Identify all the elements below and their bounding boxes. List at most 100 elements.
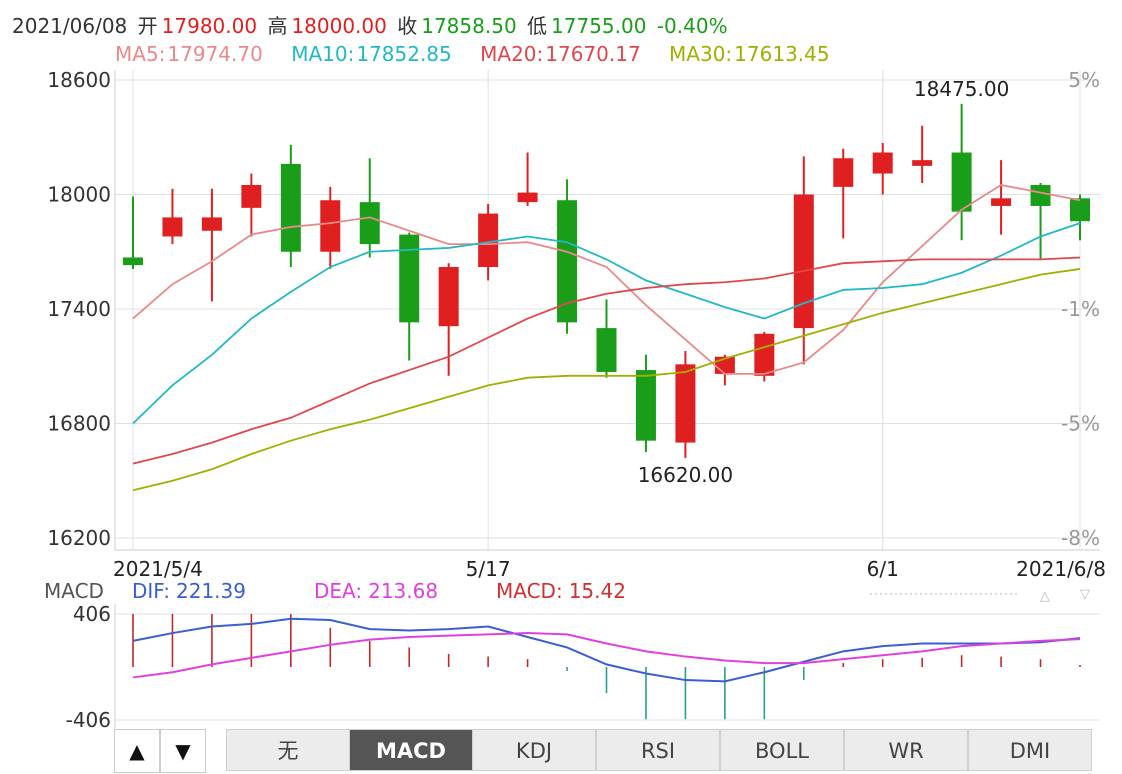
- ma30-value: 17613.45: [734, 42, 830, 66]
- scroll-down-button[interactable]: ▼: [160, 729, 206, 773]
- open-value: 17980.00: [161, 14, 258, 38]
- x-tick-label: 6/1: [867, 557, 899, 581]
- candle: [596, 299, 617, 378]
- candle: [872, 142, 893, 195]
- y-tick-label: 16200: [47, 526, 111, 550]
- tab-wr[interactable]: WR: [844, 729, 968, 771]
- tab-boll[interactable]: BOLL: [720, 729, 844, 771]
- candle-body: [320, 200, 341, 252]
- candles: [123, 103, 1090, 458]
- candle-body: [123, 257, 143, 266]
- dif-line: [132, 617, 1081, 683]
- candle-body: [359, 202, 380, 245]
- macd-legend-value: MACD: 15.42: [496, 579, 626, 603]
- tab-macd[interactable]: MACD: [349, 729, 473, 771]
- candle-body: [596, 328, 617, 372]
- close-value: 17858.50: [421, 14, 517, 38]
- macd-y-tick-label: 406: [73, 602, 111, 626]
- tab-dmi[interactable]: DMI: [968, 729, 1092, 771]
- candle-body: [241, 184, 262, 208]
- annotations: 18475.00 16620.00: [638, 77, 1010, 487]
- ma20-line: [132, 256, 1081, 465]
- y-tick-label: 16800: [47, 412, 111, 436]
- ma10-line: [132, 222, 1081, 425]
- candle: [951, 103, 972, 241]
- ma30-line: [132, 268, 1081, 492]
- y-tick-label: 18600: [47, 68, 111, 92]
- candle-body: [162, 217, 183, 237]
- candle-body: [793, 194, 814, 329]
- candle: [833, 148, 854, 239]
- macd-zoom-out-icon[interactable]: ▽: [1080, 587, 1090, 602]
- dif-legend: DIF: 221.39: [132, 579, 246, 603]
- ma10-label: MA10:: [291, 42, 355, 66]
- high-label: 高: [267, 14, 288, 38]
- ma5-value: 17974.70: [167, 42, 263, 66]
- low-value: 17755.00: [551, 14, 647, 38]
- x-tick-label: 2021/6/8: [1016, 557, 1106, 581]
- macd-zoom-in-icon[interactable]: △: [1040, 589, 1050, 604]
- low-annotation: 16620.00: [638, 463, 733, 487]
- x-tick-label: 5/17: [466, 557, 511, 581]
- candle-body: [754, 333, 775, 376]
- header-date: 2021/06/08: [12, 14, 128, 38]
- candle-body: [951, 152, 972, 212]
- price-header: 2021/06/08 开 17980.00 高 18000.00 收 17858.50…: [12, 10, 732, 39]
- dea-legend: DEA: 213.68: [314, 579, 438, 603]
- candle-body: [872, 152, 893, 174]
- candle: [1070, 194, 1090, 241]
- y-tick-label: 17400: [47, 297, 111, 321]
- macd-title: MACD: [44, 579, 104, 603]
- low-label: 低: [527, 14, 548, 38]
- candle: [991, 160, 1012, 235]
- ma20-label: MA20:: [480, 42, 544, 66]
- dea-line: [132, 632, 1081, 679]
- candle-body: [675, 364, 696, 443]
- candle-body: [1030, 184, 1051, 206]
- y-right-tick-label: -5%: [1061, 412, 1100, 436]
- grid-lines: [115, 70, 1100, 550]
- candle: [201, 188, 222, 302]
- candle: [320, 186, 341, 269]
- y-right-tick-label: -8%: [1061, 526, 1100, 550]
- tab-rsi[interactable]: RSI: [596, 729, 720, 771]
- ma-legend: MA5: 17974.70 MA10: 17852.85 MA20: 17670.17…: [115, 42, 832, 66]
- candle-body: [912, 160, 933, 166]
- high-annotation: 18475.00: [914, 77, 1009, 101]
- candle: [793, 156, 814, 365]
- ma5-label: MA5:: [115, 42, 166, 66]
- y-right-tick-label: 5%: [1068, 68, 1100, 92]
- y-tick-label: 18000: [47, 183, 111, 207]
- candle: [635, 354, 656, 453]
- candle-body: [478, 213, 499, 268]
- high-value: 18000.00: [291, 14, 387, 38]
- candle: [1030, 183, 1051, 260]
- candle-body: [280, 163, 301, 252]
- ma10-value: 17852.85: [356, 42, 452, 66]
- candle-body: [635, 370, 656, 441]
- open-label: 开: [137, 14, 158, 38]
- tab-none[interactable]: 无: [226, 729, 350, 771]
- candle: [359, 158, 380, 258]
- tab-kdj[interactable]: KDJ: [472, 729, 596, 771]
- ma5-line: [132, 184, 1081, 375]
- candle-body: [1070, 198, 1090, 222]
- ma-lines: [132, 184, 1081, 492]
- candle-body: [438, 267, 459, 327]
- macd-y-tick-label: -406: [66, 708, 111, 728]
- candle-body: [991, 198, 1012, 206]
- candle: [123, 196, 143, 269]
- candle: [517, 152, 538, 206]
- candle-body: [833, 158, 854, 187]
- candle-body: [557, 200, 578, 323]
- candle: [675, 350, 696, 458]
- close-label: 收: [397, 14, 418, 38]
- x-tick-label: 2021/5/4: [113, 557, 203, 581]
- change-value: -0.40%: [656, 14, 728, 38]
- scroll-up-button[interactable]: ▲: [114, 729, 160, 773]
- ma30-label: MA30:: [669, 42, 733, 66]
- candle: [557, 179, 578, 334]
- candle-body: [201, 217, 222, 231]
- candlestick-chart: 18600 18000 17400 16800 16200 5% -1% -5% -8% 2021…: [44, 68, 1106, 728]
- candle: [280, 144, 301, 268]
